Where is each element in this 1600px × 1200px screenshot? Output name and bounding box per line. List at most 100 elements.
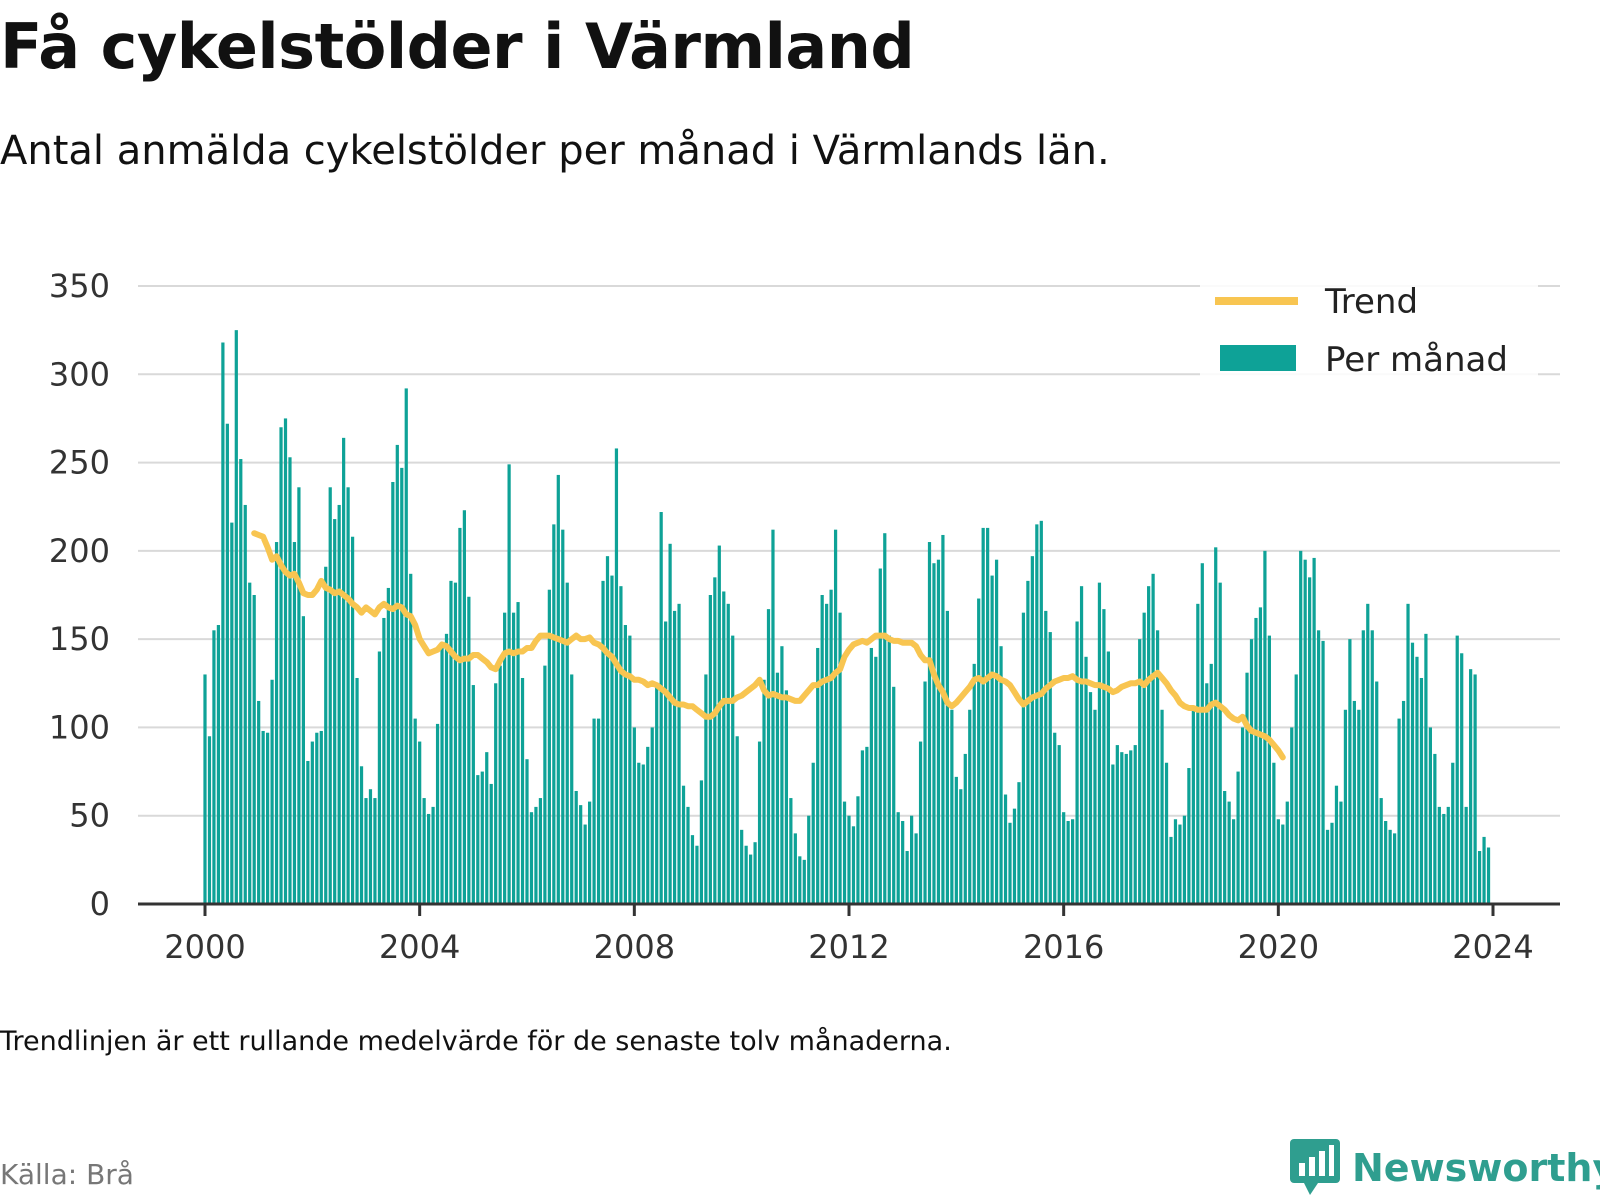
bar <box>1097 582 1102 904</box>
bar <box>726 603 730 904</box>
bar <box>1254 617 1258 904</box>
bar <box>494 683 498 904</box>
bar <box>780 646 784 904</box>
bar <box>910 815 914 904</box>
bar <box>1424 633 1428 904</box>
bar <box>740 829 744 904</box>
bar <box>1393 833 1397 904</box>
source-credit: Källa: Brå <box>0 1158 134 1191</box>
bar <box>878 568 882 904</box>
bar <box>842 801 847 904</box>
bar <box>1133 745 1137 904</box>
bar <box>619 586 623 904</box>
bar <box>1375 681 1379 904</box>
bar <box>704 674 708 904</box>
bar <box>1406 603 1410 904</box>
bar <box>1003 794 1008 904</box>
bar <box>1079 586 1084 904</box>
bar <box>257 700 261 904</box>
bar <box>1173 819 1178 904</box>
x-tick-label: 2012 <box>808 928 889 966</box>
bar <box>1035 524 1039 904</box>
bar <box>1388 829 1392 904</box>
bar <box>1223 790 1227 904</box>
bar <box>503 612 507 904</box>
bar <box>350 536 355 904</box>
bar <box>292 542 297 904</box>
bar <box>306 760 310 904</box>
bar <box>1348 639 1352 904</box>
bar <box>672 610 677 904</box>
bar <box>243 504 247 904</box>
bar <box>1093 709 1097 904</box>
x-tick-label: 2008 <box>594 928 675 966</box>
chart-title: Få cykelstölder i Värmland <box>0 10 915 83</box>
bar <box>552 524 556 904</box>
bar <box>1218 582 1222 904</box>
bar <box>1357 709 1361 904</box>
bar <box>825 603 829 904</box>
bar <box>359 766 364 904</box>
bar <box>1460 653 1464 904</box>
bar <box>981 527 985 904</box>
bar <box>431 806 435 904</box>
bar <box>1088 692 1093 904</box>
bar <box>708 595 712 904</box>
bar <box>248 582 252 904</box>
bar <box>203 674 207 904</box>
bar <box>310 741 314 904</box>
bar <box>677 603 681 904</box>
bar <box>1397 718 1401 904</box>
bar <box>1106 651 1110 904</box>
bar <box>994 559 999 904</box>
bar <box>440 647 444 904</box>
bar <box>775 672 780 904</box>
bar <box>342 437 346 904</box>
bar <box>1401 700 1406 904</box>
bar <box>427 813 431 904</box>
bar <box>735 736 739 904</box>
bar <box>1240 727 1245 904</box>
bar <box>954 776 958 904</box>
bar <box>1312 557 1316 904</box>
bar <box>829 589 833 904</box>
bar <box>1325 829 1330 904</box>
bar <box>377 651 382 904</box>
bar <box>1473 674 1477 904</box>
footnote: Trendlinjen är ett rullande medelvärde f… <box>0 1026 952 1057</box>
bar <box>990 575 994 904</box>
bar <box>896 812 900 904</box>
bar <box>1410 642 1415 904</box>
bar <box>901 821 905 904</box>
bar <box>230 522 234 904</box>
bar <box>811 762 815 904</box>
bar <box>1330 822 1334 904</box>
bar <box>346 487 350 904</box>
bar <box>851 826 856 904</box>
bar <box>1120 752 1124 904</box>
bar <box>1361 630 1365 904</box>
bar <box>717 545 721 904</box>
bar <box>936 559 941 904</box>
bar <box>1486 847 1491 904</box>
bar <box>1370 630 1374 904</box>
bar <box>623 625 627 904</box>
bar <box>802 859 806 904</box>
bar <box>860 750 865 904</box>
bar <box>722 591 726 904</box>
bar <box>485 752 489 904</box>
bar <box>373 798 377 904</box>
bar <box>386 587 390 904</box>
bar <box>1026 580 1030 904</box>
bar <box>932 563 936 904</box>
bar <box>489 783 493 904</box>
bar <box>1334 785 1339 904</box>
bar <box>816 647 820 904</box>
bar <box>1012 808 1017 904</box>
bar <box>610 575 614 904</box>
bar <box>395 444 399 904</box>
bar <box>207 736 212 904</box>
y-tick-label: 200 <box>49 532 110 570</box>
bar <box>820 595 824 904</box>
